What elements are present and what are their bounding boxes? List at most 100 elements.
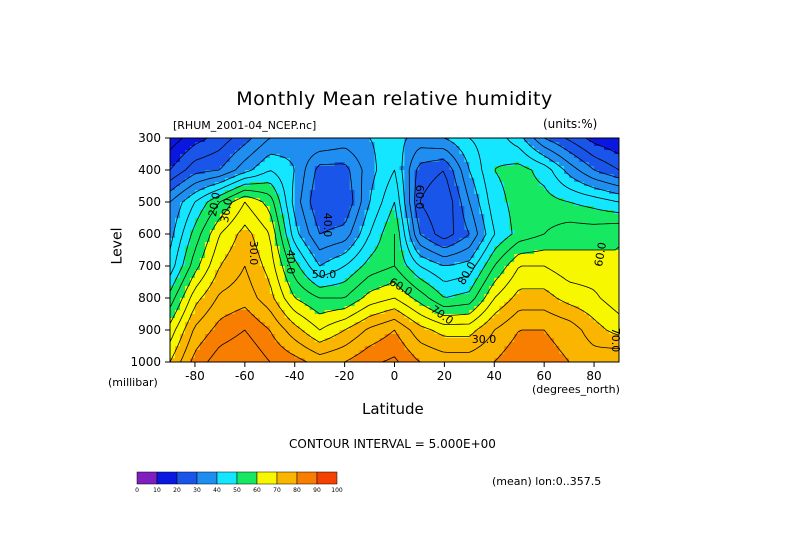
heatmap-cell [544, 138, 550, 143]
heatmap-cell [449, 170, 455, 175]
heatmap-cell [559, 354, 565, 359]
heatmap-cell [339, 238, 346, 243]
heatmap-cell [204, 186, 211, 191]
heatmap-cell [354, 318, 361, 323]
heatmap-cell [324, 314, 331, 319]
heatmap-cell [474, 154, 480, 159]
heatmap-cell [559, 214, 565, 219]
heatmap-cell [569, 210, 575, 215]
heatmap-cell [549, 222, 555, 227]
heatmap-cell [534, 298, 540, 303]
heatmap-cell [194, 330, 201, 335]
heatmap-cell [409, 214, 416, 219]
heatmap-cell [524, 342, 530, 347]
heatmap-cell [364, 210, 371, 215]
heatmap-cell [299, 346, 306, 351]
heatmap-cell [199, 266, 206, 271]
heatmap-cell [539, 214, 545, 219]
heatmap-cell [404, 162, 411, 167]
heatmap-cell [419, 218, 426, 223]
heatmap-cell [514, 150, 520, 155]
heatmap-cell [494, 226, 500, 231]
heatmap-cell [199, 302, 206, 307]
heatmap-cell [399, 278, 406, 283]
heatmap-cell [564, 166, 570, 171]
heatmap-cell [249, 306, 256, 311]
heatmap-cell [449, 138, 455, 143]
heatmap-cell [209, 206, 216, 211]
heatmap-cell [614, 306, 619, 311]
heatmap-cell [439, 198, 445, 203]
heatmap-cell [559, 210, 565, 215]
heatmap-cell [214, 266, 221, 271]
heatmap-cell [354, 242, 361, 247]
heatmap-cell [469, 258, 475, 263]
heatmap-cell [504, 230, 510, 235]
heatmap-cell [514, 194, 520, 199]
heatmap-cell [394, 154, 401, 159]
heatmap-cell [474, 286, 480, 291]
heatmap-cell [194, 310, 201, 315]
heatmap-cell [314, 250, 321, 255]
heatmap-cell [284, 314, 291, 319]
heatmap-cell [249, 146, 256, 151]
heatmap-cell [599, 198, 605, 203]
heatmap-cell [179, 274, 186, 279]
heatmap-cell [254, 194, 261, 199]
heatmap-cell [439, 258, 445, 263]
heatmap-cell [179, 278, 186, 283]
heatmap-cell [579, 166, 585, 171]
heatmap-cell [319, 250, 326, 255]
heatmap-cell [394, 258, 401, 263]
heatmap-cell [354, 230, 361, 235]
heatmap-cell [294, 274, 301, 279]
heatmap-cell [269, 202, 276, 207]
heatmap-cell [469, 166, 475, 171]
heatmap-cell [284, 342, 291, 347]
heatmap-cell [474, 226, 480, 231]
heatmap-cell [589, 226, 595, 231]
heatmap-cell [389, 138, 396, 143]
heatmap-cell [539, 286, 545, 291]
heatmap-cell [614, 282, 619, 287]
heatmap-cell [564, 306, 570, 311]
heatmap-cell [414, 270, 421, 275]
heatmap-cell [244, 146, 251, 151]
heatmap-cell [494, 354, 500, 359]
heatmap-cell [559, 138, 565, 143]
heatmap-cell [274, 238, 281, 243]
heatmap-cell [349, 290, 356, 295]
heatmap-cell [394, 238, 401, 243]
heatmap-cell [614, 334, 619, 339]
heatmap-cell [229, 250, 236, 255]
heatmap-cell [269, 146, 276, 151]
heatmap-cell [314, 158, 321, 163]
heatmap-cell [374, 266, 381, 271]
heatmap-cell [509, 182, 515, 187]
heatmap-cell [409, 238, 416, 243]
heatmap-cell [509, 210, 515, 215]
heatmap-cell [204, 262, 211, 267]
heatmap-cell [289, 142, 296, 147]
heatmap-cell [594, 234, 600, 239]
heatmap-cell [359, 186, 366, 191]
heatmap-cell [189, 314, 196, 319]
heatmap-cell [529, 350, 535, 355]
heatmap-cell [329, 358, 336, 362]
heatmap-cell [404, 146, 411, 151]
heatmap-cell [189, 286, 196, 291]
heatmap-cell [469, 314, 475, 319]
heatmap-cell [344, 238, 351, 243]
heatmap-cell [229, 338, 236, 343]
heatmap-cell [224, 266, 231, 271]
heatmap-cell [459, 162, 465, 167]
heatmap-cell [584, 190, 590, 195]
heatmap-cell [549, 350, 555, 355]
heatmap-cell [589, 234, 595, 239]
heatmap-cell [339, 154, 346, 159]
heatmap-cell [359, 162, 366, 167]
heatmap-cell [324, 150, 331, 155]
heatmap-cell [174, 226, 181, 231]
heatmap-cell [599, 206, 605, 211]
heatmap-cell [559, 226, 565, 231]
